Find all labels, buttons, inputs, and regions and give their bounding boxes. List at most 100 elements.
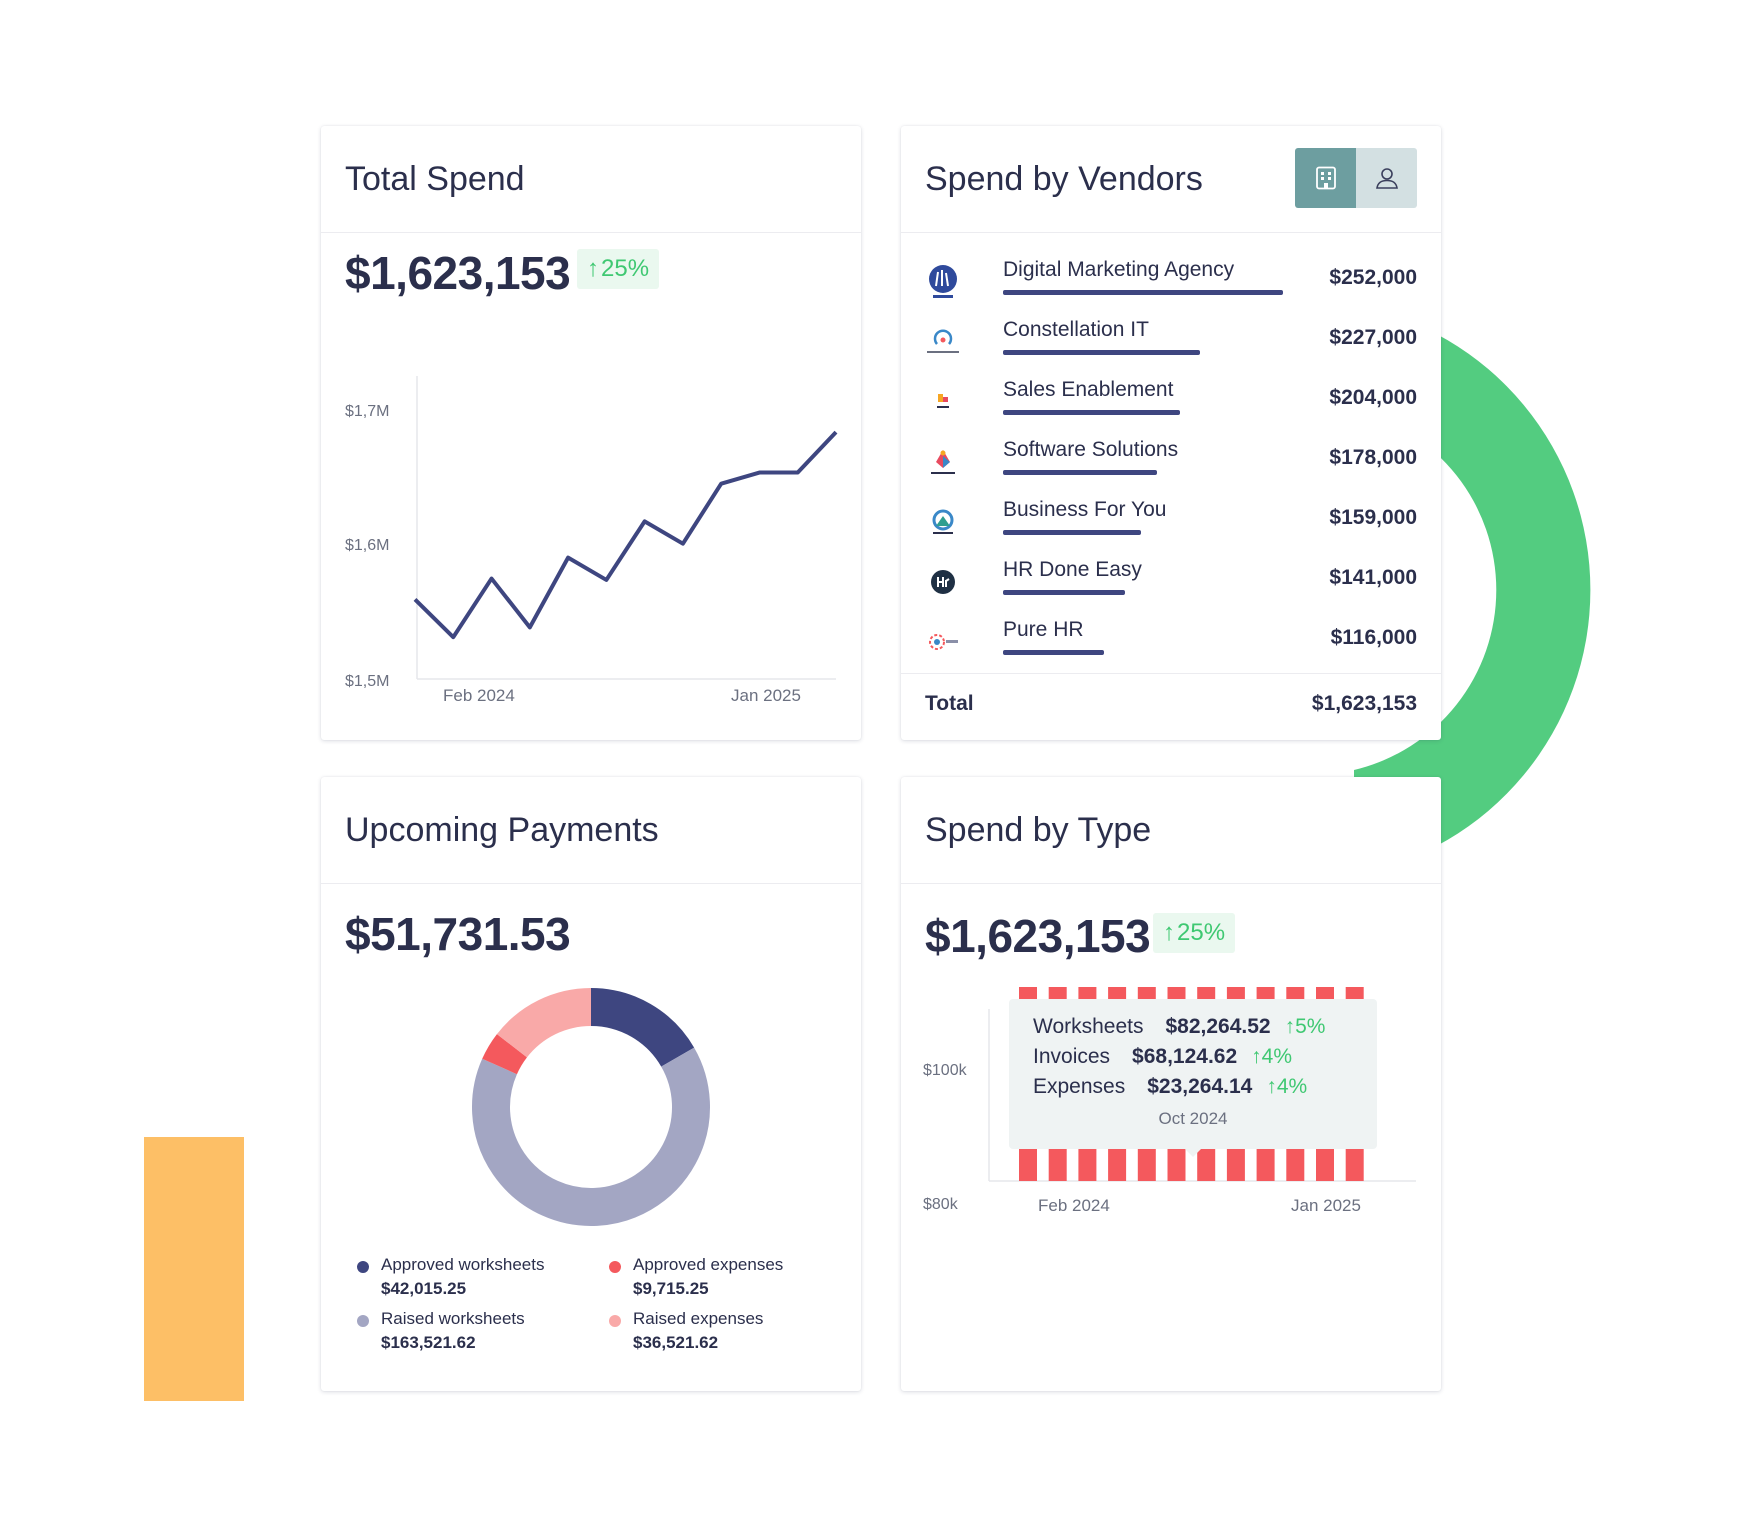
y-tick-label: $80k [923, 1196, 959, 1213]
legend-label: Approved expenses [633, 1255, 784, 1274]
vendor-row[interactable]: Business For You $159,000 [925, 498, 1417, 554]
purehr-logo-icon [929, 634, 958, 650]
vendors-card: Spend by Vendors Digital Marketing Agenc… [901, 126, 1441, 740]
arrow-up-icon: ↑ [1266, 1075, 1277, 1098]
spend-type-amount: $1,623,153 [925, 910, 1151, 962]
x-tick-label: Jan 2025 [731, 686, 801, 705]
tooltip-value: $23,264.14 [1147, 1075, 1253, 1098]
donut-slice [590, 988, 695, 1068]
x-tick-label: Feb 2024 [443, 686, 515, 705]
upcoming-amount: $51,731.53 [345, 908, 571, 960]
arrow-up-icon: ↑ [1251, 1045, 1262, 1068]
total-spend-card: Total Spend $1,623,153 ↑25% $1,7M $1,6M $1… [321, 126, 861, 740]
legend-value: $42,015.25 [381, 1279, 467, 1298]
vendor-row[interactable]: Digital Marketing Agency $252,000 [925, 258, 1417, 314]
total-spend-line-chart: $1,7M $1,6M $1,5M Feb 2024 Jan 2025 [345, 376, 838, 705]
arrow-up-icon: ↑ [1284, 1015, 1296, 1038]
vendor-bar [1003, 650, 1104, 655]
tooltip-row: Invoices $68,124.62 ↑4% [1033, 1045, 1292, 1069]
card-header: Upcoming Payments [321, 777, 861, 884]
change-value: 25% [601, 255, 650, 282]
decorative-green-arc [950, 305, 1650, 870]
upcoming-donut-chart [472, 988, 710, 1226]
tooltip-caret [1185, 1149, 1201, 1157]
line-series [413, 430, 838, 640]
vendor-name: Software Solutions [1003, 438, 1179, 461]
tooltip-label: Expenses [1033, 1075, 1126, 1098]
donut-slice [472, 1047, 710, 1226]
decorative-yellow-block [144, 1137, 244, 1401]
tooltip-date: Oct 2024 [1158, 1109, 1228, 1128]
vendor-amount: $141,000 [1329, 566, 1417, 589]
change-badge: ↑25% [577, 249, 660, 289]
change-value: 25% [1177, 919, 1226, 946]
view-toggle [1295, 148, 1417, 208]
card-title: Upcoming Payments [345, 811, 659, 849]
total-spend-amount: $1,623,153 [345, 247, 571, 299]
legend-value: $9,715.25 [633, 1279, 709, 1298]
tooltip-change: ↑4% [1251, 1045, 1292, 1068]
legend-label: Raised worksheets [381, 1309, 525, 1328]
vendor-bar [1003, 530, 1141, 535]
vendor-bar [1003, 470, 1157, 475]
building-icon [1315, 166, 1336, 190]
vendor-bar [1003, 290, 1283, 295]
legend-label: Approved worksheets [381, 1255, 545, 1274]
person-view-button[interactable] [1356, 148, 1417, 208]
vendor-name: Pure HR [1003, 618, 1084, 641]
vendor-row[interactable]: Sales Enablement $204,000 [925, 378, 1417, 434]
legend-dot [609, 1315, 621, 1327]
vendor-name: Sales Enablement [1003, 378, 1174, 401]
constellation-logo-icon [927, 329, 959, 353]
vendor-amount: $178,000 [1329, 446, 1417, 469]
vendor-amount: $159,000 [1329, 506, 1417, 529]
total-amount: $1,623,153 [1311, 692, 1417, 715]
vendor-name: Business For You [1003, 498, 1167, 521]
vendor-amount: $204,000 [1329, 386, 1417, 409]
y-tick-label: $1,5M [345, 673, 389, 690]
vendor-bar [1003, 410, 1180, 415]
card-header: Spend by Vendors [901, 126, 1441, 233]
donut-slice [496, 988, 592, 1058]
hr-logo-icon [931, 570, 955, 594]
vendors-total-row: Total $1,623,153 [901, 673, 1441, 740]
vendor-row[interactable]: Pure HR $116,000 [925, 618, 1417, 674]
tooltip-label: Worksheets [1033, 1015, 1144, 1038]
business-logo-icon [932, 509, 954, 534]
vendor-name: Digital Marketing Agency [1003, 258, 1235, 281]
card-header: Spend by Type [901, 777, 1441, 884]
card-title: Spend by Vendors [925, 160, 1203, 198]
upcoming-payments-card: Upcoming Payments $51,731.53 Approved wo… [321, 777, 861, 1391]
tooltip-change: ↑5% [1285, 1015, 1326, 1038]
person-icon [1375, 168, 1398, 189]
digital-logo-icon [929, 265, 957, 298]
tooltip-change-value: 4% [1261, 1045, 1293, 1068]
vendor-name: Constellation IT [1003, 318, 1149, 341]
vendor-amount: $252,000 [1329, 266, 1417, 289]
y-tick-label: $1,7M [345, 403, 389, 420]
legend-dot [609, 1261, 621, 1273]
card-header: Total Spend [321, 126, 861, 233]
legend-dot [357, 1315, 369, 1327]
company-view-button[interactable] [1295, 148, 1356, 208]
vendor-bar [1003, 350, 1200, 355]
vendor-row[interactable]: Constellation IT $227,000 [925, 318, 1417, 374]
vendor-bar [1003, 590, 1125, 595]
donut-slice [482, 1034, 528, 1075]
vendor-row[interactable]: HR Done Easy $141,000 [925, 558, 1417, 614]
legend-value: $36,521.62 [633, 1333, 719, 1352]
tooltip-change: ↑4% [1266, 1075, 1307, 1098]
y-tick-label: $1,6M [345, 537, 389, 554]
sales-logo-icon [937, 394, 949, 408]
chart-tooltip: Worksheets $82,264.52 ↑5% Invoices $68,124.… [1009, 999, 1377, 1157]
card-title: Total Spend [345, 160, 525, 198]
tooltip-value: $82,264.52 [1165, 1015, 1271, 1038]
vendor-amount: $227,000 [1329, 326, 1417, 349]
total-label: Total [925, 692, 974, 715]
x-tick-label: Jan 2025 [1291, 1196, 1361, 1215]
vendor-amount: $116,000 [1330, 626, 1417, 649]
vendor-row[interactable]: Software Solutions $178,000 [925, 438, 1417, 494]
card-title: Spend by Type [925, 811, 1152, 849]
tooltip-change-value: 5% [1295, 1015, 1326, 1038]
arrow-up-icon: ↑ [1163, 919, 1175, 946]
